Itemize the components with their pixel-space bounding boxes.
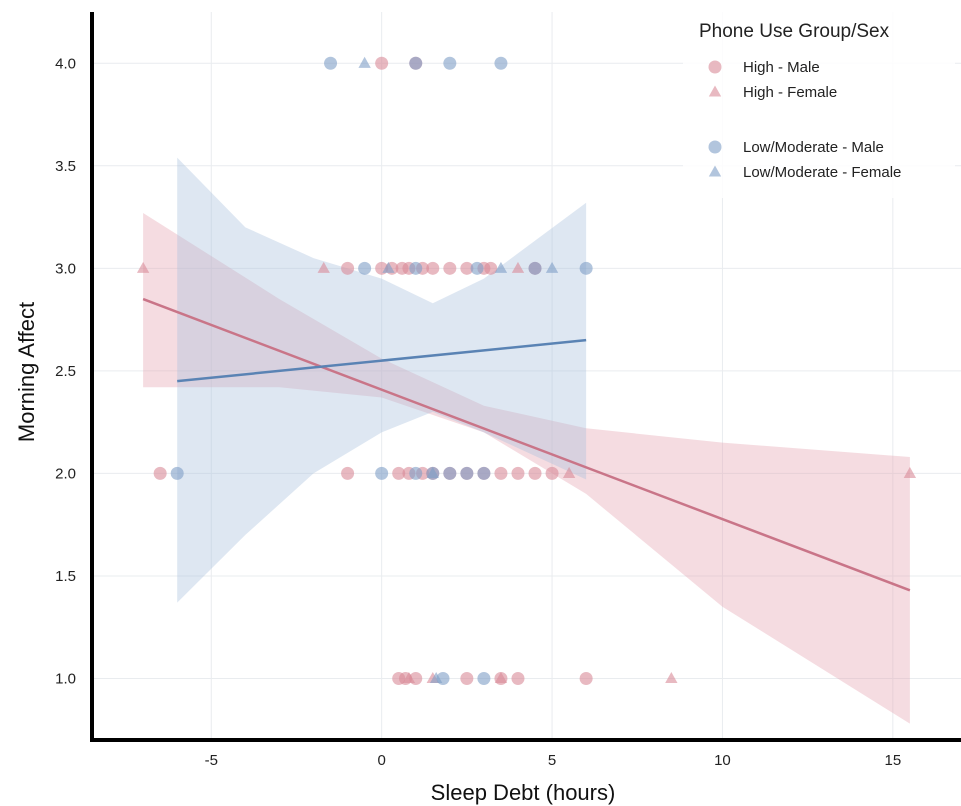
data-point-triangle [402,671,416,684]
legend-background [683,10,955,198]
data-point-triangle [136,261,150,273]
data-point-circle [409,261,423,275]
data-point-circle [460,466,474,480]
data-point-triangle [382,261,395,273]
data-point-triangle [494,671,508,684]
data-point-circle [477,671,491,685]
data-point-circle [494,466,508,480]
data-point-circle [528,261,542,275]
confidence-bands [143,157,910,724]
data-point-circle [426,261,440,275]
y-tick-label: 4.0 [55,55,76,72]
data-point-triangle [494,261,508,273]
y-tick-label: 2.5 [55,363,76,380]
data-point-circle [443,56,457,70]
x-tick-label: 10 [714,752,731,769]
data-point-circle [409,466,423,480]
data-point-triangle [511,261,525,273]
fit-line-low-moderate [177,338,587,383]
data-point-circle [511,671,525,685]
y-tick-label: 1.0 [55,670,76,687]
data-point-circle [470,261,484,275]
legend-label: High - Female [743,84,837,101]
legend-label: Low/Moderate - Male [743,139,884,156]
legend-marker-triangle [708,85,722,97]
data-point-circle [443,261,457,275]
data-point-triangle [317,261,330,273]
y-tick-labels: 1.0 1.5 2.0 2.5 3.0 3.5 4.0 [55,55,76,687]
data-point-circle [477,466,491,480]
y-tick-label: 1.5 [55,568,76,585]
y-tick-label: 2.0 [55,465,76,482]
x-tick-label: 0 [377,752,385,769]
data-point-circle [443,466,457,480]
data-point-circle [545,466,559,480]
legend-marker-circle [708,140,722,154]
legend-marker-circle [708,60,722,74]
data-point-circle [528,466,542,480]
data-point-circle [494,56,508,70]
confidence-band-low-moderate [177,157,587,603]
legend-marker-triangle [708,165,722,177]
data-point-circle [579,671,593,685]
data-point-circle [460,261,474,275]
data-point-circle [484,261,498,275]
data-point-circle [409,56,423,70]
legend-title: Phone Use Group/Sex [699,21,890,42]
data-point-circle [170,466,184,480]
data-point-circle [392,466,406,480]
data-point-circle [460,671,474,685]
x-tick-label: -5 [205,752,218,769]
data-point-triangle [903,466,917,478]
data-point-circle [341,466,355,480]
data-point-circle [153,466,167,480]
x-tick-label: 15 [884,752,901,769]
confidence-band-high [143,212,910,724]
data-point-circle [579,261,593,275]
data-point-circle [324,56,338,70]
data-points [136,56,917,685]
data-point-circle [341,261,355,275]
data-point-triangle [358,56,371,68]
fit-lines [142,297,911,592]
y-tick-label: 3.0 [55,260,76,277]
y-axis-title: Morning Affect [14,302,39,442]
data-point-triangle [430,671,443,684]
grid [92,12,961,740]
legend-label: Low/Moderate - Female [743,164,901,181]
legend: Phone Use Group/Sex High - Male High - Fe… [683,10,955,198]
data-point-circle [375,466,389,480]
data-point-triangle [545,261,559,273]
data-point-circle [511,466,525,480]
x-tick-labels: -5 0 5 10 15 [205,752,902,769]
x-axis-title: Sleep Debt (hours) [431,780,616,805]
data-point-triangle [562,466,576,478]
x-tick-label: 5 [548,752,556,769]
legend-label: High - Male [743,59,820,76]
data-point-circle [375,56,389,70]
data-point-triangle [665,671,678,684]
data-point-circle [358,261,372,275]
fit-line-high [142,297,911,592]
y-tick-label: 3.5 [55,158,76,175]
data-point-triangle [426,466,439,478]
